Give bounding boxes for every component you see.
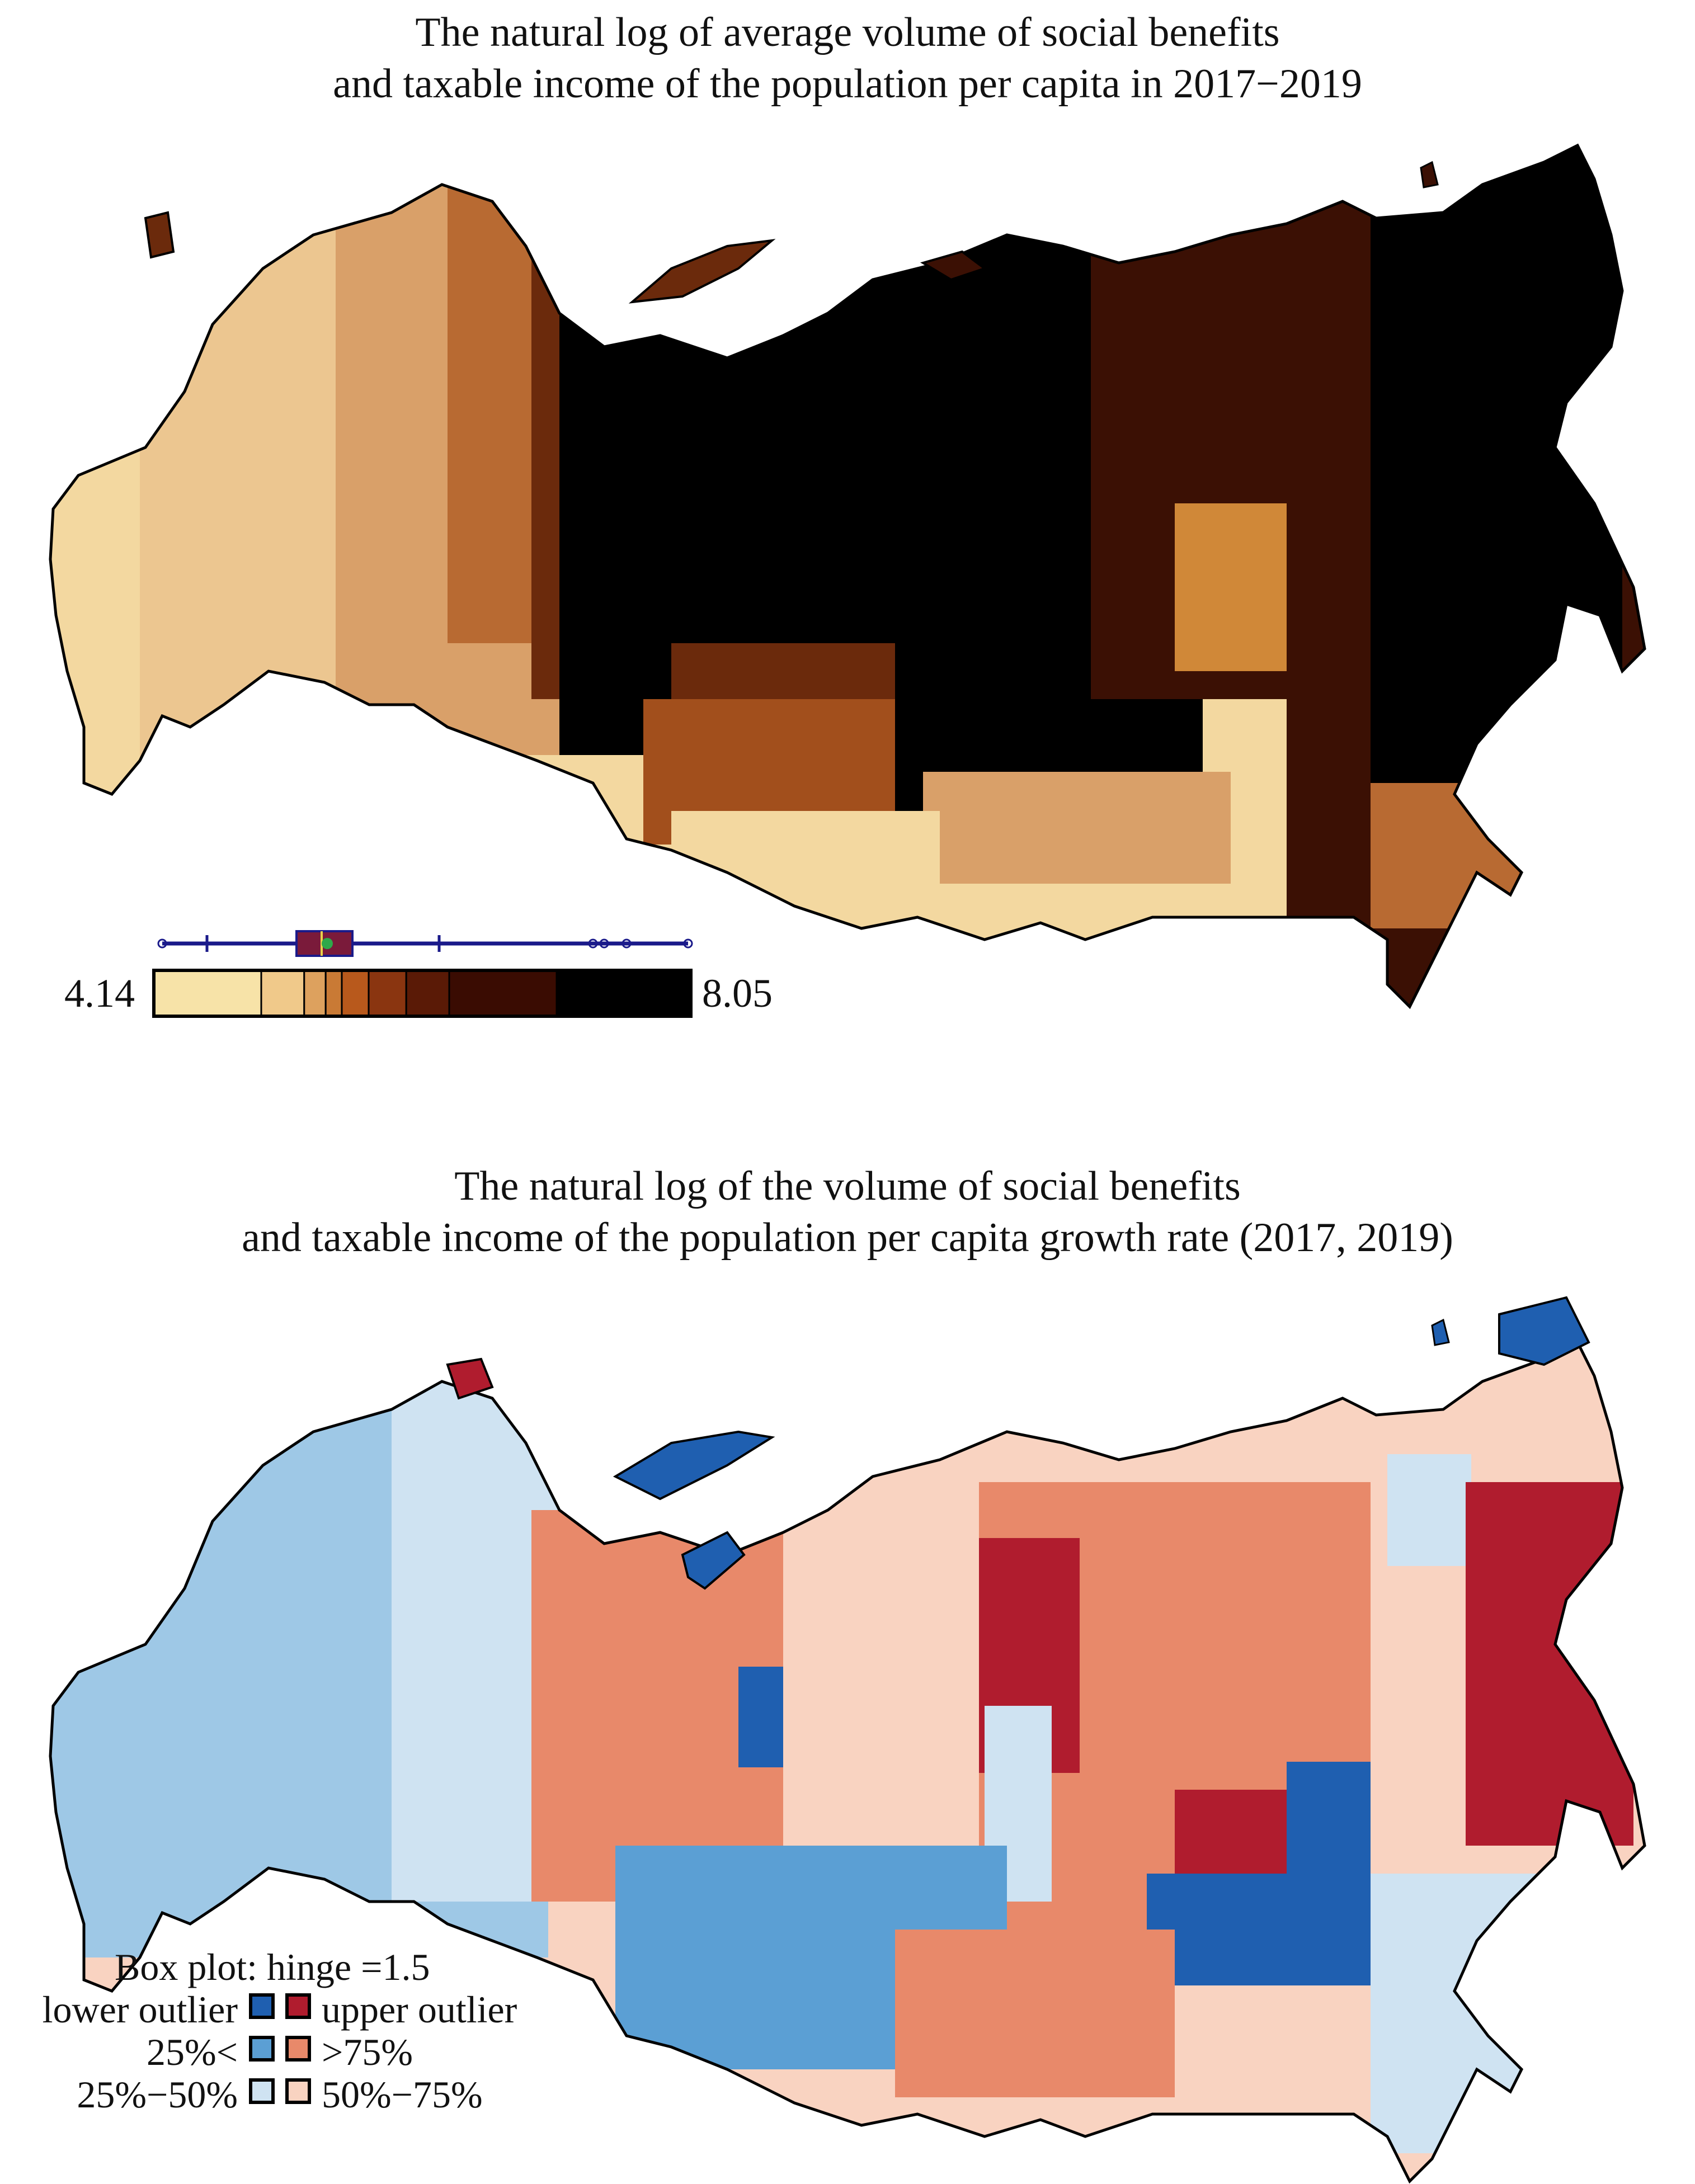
map1-title-line1: The natural log of average volume of soc… — [415, 10, 1280, 55]
legend-row-quartile: 25%< >75% — [14, 2031, 573, 2073]
map1-color-scale — [152, 969, 693, 1018]
map2-title: The natural log of the volume of social … — [0, 1161, 1695, 1263]
legend-50-75-swatch — [285, 2078, 311, 2104]
color-scale-step — [153, 969, 262, 1017]
legend-lower-outlier-label: lower outlier — [42, 1988, 238, 2031]
legend-row-outlier: lower outlier upper outlier — [14, 1988, 573, 2031]
color-scale-step — [324, 969, 343, 1017]
legend-above-75-swatch — [285, 2036, 311, 2062]
color-scale-step — [448, 969, 558, 1017]
legend-25-50-swatch — [249, 2078, 275, 2104]
map1-title-line2: and taxable income of the population per… — [333, 61, 1362, 107]
color-scale-step — [368, 969, 407, 1017]
legend-row-median: 25%−50% 50%−75% — [14, 2073, 573, 2116]
map2-legend-heading: Box plot: hinge =1.5 — [115, 1946, 430, 1988]
legend-below-25-swatch — [249, 2036, 275, 2062]
legend-below-25-label: 25%< — [147, 2031, 238, 2073]
color-scale-step — [341, 969, 370, 1017]
legend-above-75-label: >75% — [322, 2031, 413, 2073]
map2-title-line1: The natural log of the volume of social … — [454, 1163, 1241, 1209]
legend-lower-outlier-swatch — [249, 1993, 275, 2019]
map1-boxplot — [157, 930, 693, 957]
color-scale-step — [260, 969, 305, 1017]
color-scale-step — [303, 969, 327, 1017]
map1-scale-min: 4.14 — [64, 971, 135, 1016]
legend-50-75-label: 50%−75% — [322, 2073, 483, 2116]
legend-upper-outlier-swatch — [285, 1993, 311, 2019]
map2-title-line2: and taxable income of the population per… — [242, 1215, 1453, 1261]
map1-title: The natural log of average volume of soc… — [0, 7, 1695, 110]
color-scale-frame — [152, 969, 693, 1018]
color-scale-step — [555, 969, 692, 1017]
legend-25-50-label: 25%−50% — [77, 2073, 238, 2116]
map1-russia — [49, 143, 1646, 1010]
map1-scale-max: 8.05 — [702, 971, 773, 1016]
color-scale-step — [405, 969, 450, 1017]
legend-upper-outlier-label: upper outlier — [322, 1988, 517, 2031]
